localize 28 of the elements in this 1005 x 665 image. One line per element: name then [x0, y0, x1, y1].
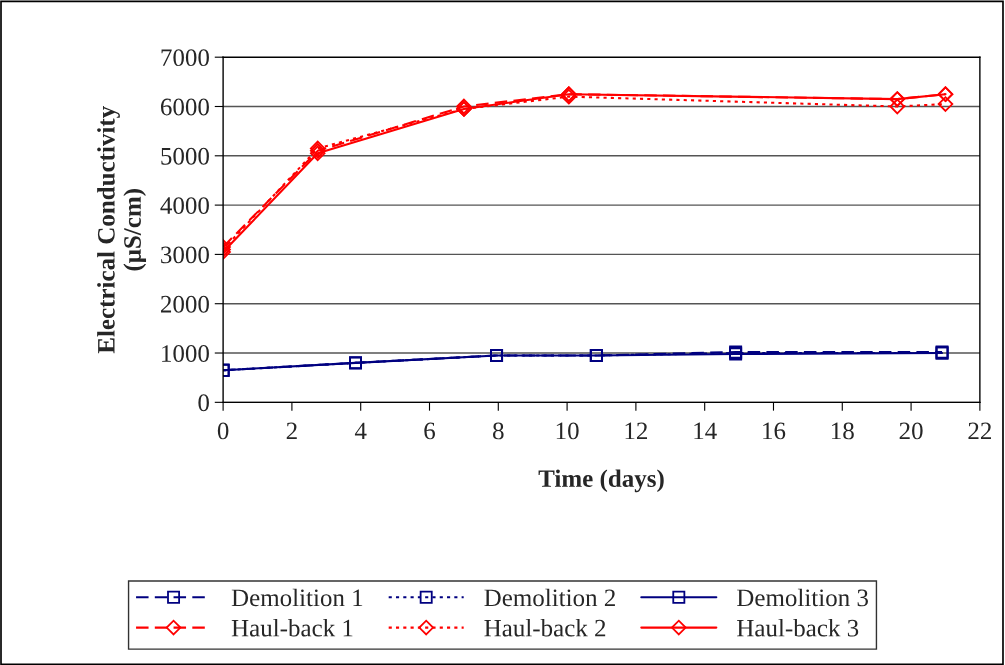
- x-tick-label: 16: [763, 422, 786, 440]
- y-tick-label: 0: [198, 394, 209, 412]
- y-tick-label: 2000: [161, 295, 209, 313]
- y-axis-title: Electrical Conductivity (μS/cm): [97, 106, 147, 354]
- x-tick-label: 22: [968, 422, 991, 440]
- y-tick-label: 5000: [161, 147, 209, 165]
- legend-label: Demolition 3: [737, 588, 868, 607]
- x-tick-label: 10: [556, 422, 579, 440]
- x-tick-label: 18: [831, 422, 854, 440]
- x-tick-label: 12: [625, 422, 648, 440]
- x-tick-label: 0: [217, 422, 229, 440]
- y-tick-label: 7000: [161, 49, 209, 67]
- y-tick-label: 6000: [160, 98, 209, 116]
- legend-label: Demolition 1: [231, 588, 363, 607]
- x-tick-label: 2: [286, 422, 297, 440]
- x-tick-label: 14: [694, 422, 717, 440]
- y-tick-label: 4000: [160, 197, 209, 215]
- legend-label: Haul-back 2: [484, 619, 606, 637]
- y-tick-label: 3000: [161, 246, 209, 264]
- y-tick-label: 1000: [162, 345, 209, 362]
- legend-label: Haul-back 3: [737, 619, 859, 637]
- x-tick-label: 4: [354, 422, 367, 440]
- x-axis-title: Time (days): [538, 469, 664, 493]
- x-tick-label: 20: [899, 422, 923, 440]
- x-tick-label: 6: [424, 422, 435, 440]
- legend-label: Haul-back 1: [231, 619, 353, 637]
- legend-label: Demolition 2: [484, 588, 615, 607]
- x-tick-label: 8: [493, 422, 504, 440]
